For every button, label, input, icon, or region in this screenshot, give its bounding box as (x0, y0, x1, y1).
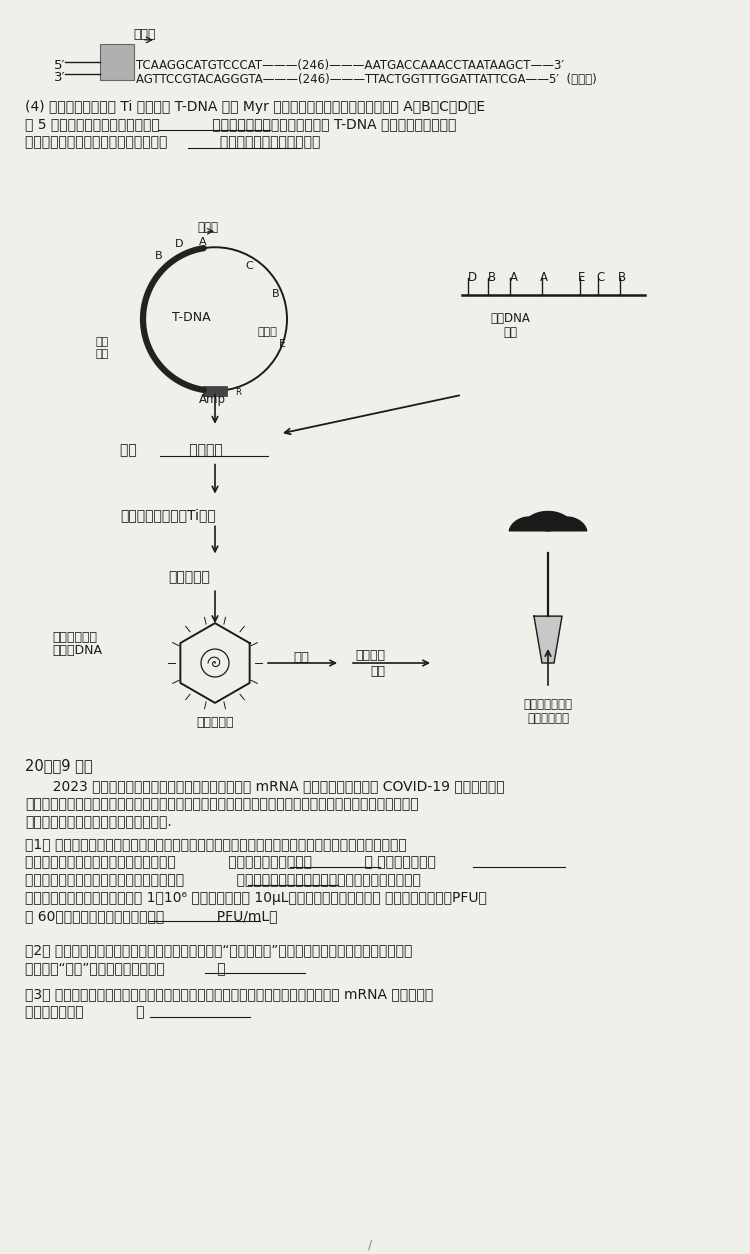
Text: 为 5 种限制酶及其酶切位点，选用            （填字母）进行酶切，以使插入 T-DNA 中的目的基因正确表: 为 5 种限制酶及其酶切位点，选用 （填字母）进行酶切，以使插入 T-DNA 中… (25, 118, 456, 132)
Text: （1） 病毒是一种严格寄宿在细胞中生存的生命形式，实验室增殖病毒首先要培养细胞。在体外培养动: （1） 病毒是一种严格寄宿在细胞中生存的生命形式，实验室增殖病毒首先要培养细胞。… (25, 838, 406, 851)
Text: 植株: 植株 (370, 665, 385, 678)
Text: B: B (488, 271, 496, 285)
Text: 病毒痫苗“糖丸”，从技术路线上属于            。: 病毒痫苗“糖丸”，从技术路线上属于 。 (25, 961, 226, 976)
Text: 土壤农杆菌: 土壤农杆菌 (168, 571, 210, 584)
Text: 选用            进行酶切: 选用 进行酶切 (120, 444, 223, 458)
Text: A: A (199, 237, 206, 247)
Text: AGTTCCGTACAGGGTA———(246)———TTACTGGTTTGGATTATTCGA——5′  (模板链): AGTTCCGTACAGGGTA———(246)———TTACTGGTTTGGA… (136, 73, 597, 85)
Text: B: B (155, 251, 163, 261)
Text: 启动子: 启动子 (197, 222, 218, 234)
Text: 染色体DNA: 染色体DNA (52, 645, 102, 657)
Text: (4) 研究人员希望采用 Ti 质粒上的 T-DNA 转移 Myr 基因，以便获得葩卜新品种。图中 A、B、C、D、E: (4) 研究人员希望采用 Ti 质粒上的 T-DNA 转移 Myr 基因，以便获… (25, 100, 485, 114)
Text: 分化形成: 分化形成 (355, 650, 385, 662)
Text: R: R (235, 387, 241, 396)
Text: 苗、重组蛋白疫苗等。回答下列问题。.: 苗、重组蛋白疫苗等。回答下列问题。. (25, 815, 172, 830)
Text: 2023 年诺贝尔生理学或医学奖获得者主要贡献为 mRNA 疫苗技术及其在抗击 COVID-19 疫情中发挥的: 2023 年诺贝尔生理学或医学奖获得者主要贡献为 mRNA 疫苗技术及其在抗击 … (25, 780, 505, 794)
Text: 葡卜体细胞: 葡卜体细胞 (196, 716, 234, 729)
Text: 启动子: 启动子 (133, 28, 155, 41)
Text: 含目的基因的重组Ti质粒: 含目的基因的重组Ti质粒 (120, 508, 216, 523)
Bar (203, 386, 227, 396)
Polygon shape (509, 517, 550, 530)
Text: 目的DNA: 目的DNA (490, 312, 530, 325)
Text: 检测植株合成葩: 检测植株合成葩 (524, 698, 572, 711)
Text: TCAAGGCATGTCCCAT———(246)———AATGACCAAACCTAATAAGCT——3′: TCAAGGCATGTCCCAT———(246)———AATGACCAAACCT… (136, 59, 564, 71)
Text: 片段: 片段 (503, 326, 517, 339)
Text: 毒抗原优先选取            。: 毒抗原优先选取 。 (25, 1004, 145, 1020)
Text: E: E (578, 271, 585, 285)
Text: 有效作用。疫苗是通过抗原诱导免疫系统获得保护性的生物制品，痫苗研发技术路线还有灭活疫苗、弱毒疫: 有效作用。疫苗是通过抗原诱导免疫系统获得保护性的生物制品，痫苗研发技术路线还有灭… (25, 798, 418, 811)
Text: 壁细胞的细胞培养孔板中，接种 1：10⁶ 稺释度的病毒液 10μL，固定染色后计算噪斑数 （噪斑形成单位，PFU）: 壁细胞的细胞培养孔板中，接种 1：10⁶ 稺释度的病毒液 10μL，固定染色后计… (25, 892, 487, 905)
Text: B: B (272, 290, 280, 300)
Text: 形成: 形成 (293, 651, 309, 665)
Polygon shape (534, 616, 562, 663)
Text: /: / (368, 1238, 372, 1251)
Text: A: A (510, 271, 518, 285)
Text: A: A (540, 271, 548, 285)
Text: （3） 在病毒感染细胞时两者表面相互接触，为了更好地被免疫细胞所识别，在设计 mRNA 疫苗时，病: （3） 在病毒感染细胞时两者表面相互接触，为了更好地被免疫细胞所识别，在设计 m… (25, 987, 433, 1001)
Text: 复制: 复制 (95, 337, 108, 347)
Polygon shape (520, 512, 576, 530)
Text: T-DNA: T-DNA (172, 311, 210, 324)
Text: Amp: Amp (199, 393, 226, 406)
Text: C: C (245, 261, 253, 271)
Text: C: C (596, 271, 604, 285)
Text: E: E (279, 339, 286, 349)
Text: 卜硫素的能力: 卜硫素的能力 (527, 712, 569, 725)
Text: B: B (618, 271, 626, 285)
Polygon shape (545, 517, 586, 530)
Bar (100, 44, 134, 80)
Text: D: D (468, 271, 477, 285)
Text: 3′: 3′ (54, 70, 65, 84)
Text: 原点: 原点 (95, 349, 108, 359)
Text: D: D (175, 240, 184, 250)
Text: 含目的基因的: 含目的基因的 (52, 631, 97, 645)
Text: 5′: 5′ (54, 59, 65, 71)
Text: 物积库对细胞自身造成危害，需要定期更换            。通过噪斑计算法可测定病毒滴度，假设在铺满贴: 物积库对细胞自身造成危害，需要定期更换 。通过噪斑计算法可测定病毒滴度，假设在铺… (25, 873, 421, 888)
Text: 终止子: 终止子 (257, 327, 277, 337)
Text: 物细胞时，使用合成培养基通常需要加入            ，培养所需气体主要有            ， 为防止细胞代谢: 物细胞时，使用合成培养基通常需要加入 ，培养所需气体主要有 ， 为防止细胞代谢 (25, 855, 436, 869)
Text: （2） 我国通过实施计划免疫成功消灯脊高灰质炎，“人民科学家”顾方舟率领团队研制的脊高灰质炎活: （2） 我国通过实施计划免疫成功消灯脊高灰质炎，“人民科学家”顾方舟率领团队研制… (25, 943, 412, 957)
Text: 达；将转入目的基因的体细胞培养形成            ，分化成植株，用于生产。: 达；将转入目的基因的体细胞培养形成 ，分化成植株，用于生产。 (25, 135, 320, 149)
Text: 20．（9 分）: 20．（9 分） (25, 757, 93, 772)
Text: 为 60，则该孔病毒的滴度测量値为            PFU/mL。: 为 60，则该孔病毒的滴度测量値为 PFU/mL。 (25, 909, 278, 923)
